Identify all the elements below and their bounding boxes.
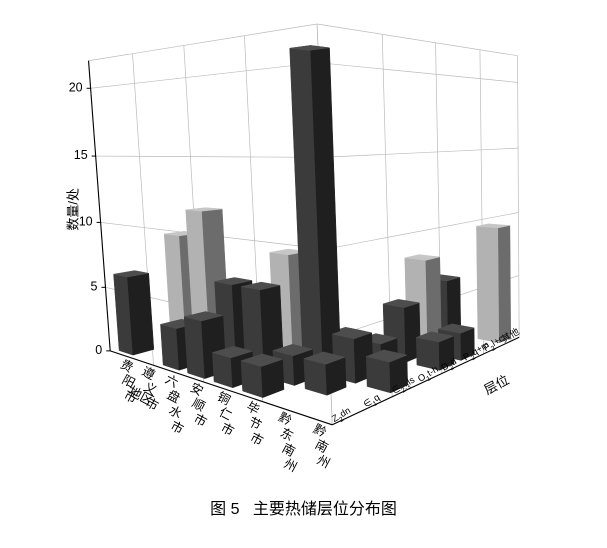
- svg-text:15: 15: [74, 148, 88, 162]
- svg-text:10: 10: [79, 214, 93, 228]
- svg-text:20: 20: [69, 80, 83, 94]
- svg-text:数量/处: 数量/处: [66, 188, 81, 231]
- svg-text:5: 5: [91, 279, 98, 293]
- svg-text:0: 0: [95, 343, 102, 357]
